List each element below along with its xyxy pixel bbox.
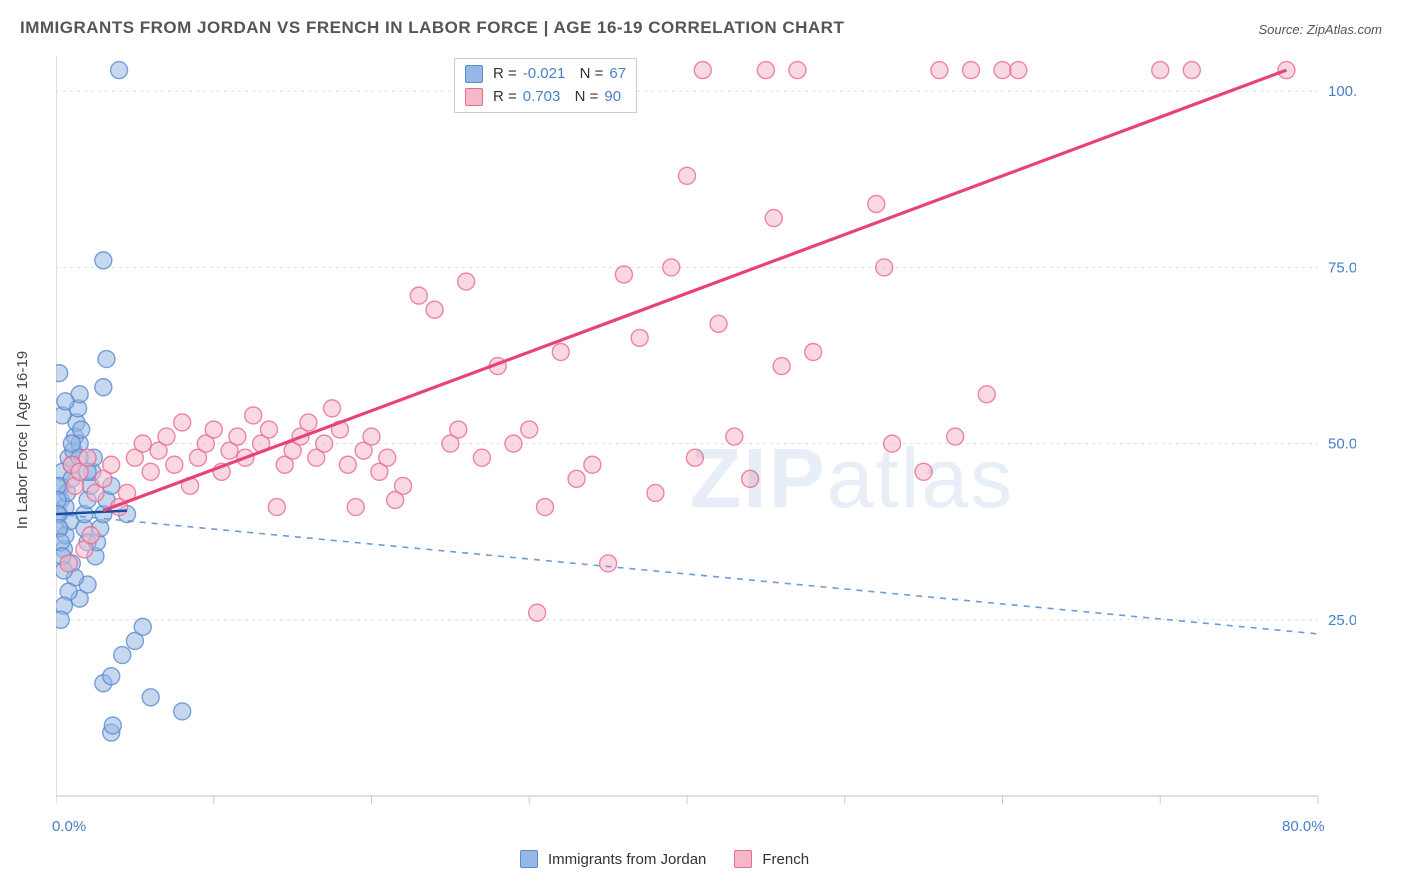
series-swatch bbox=[465, 65, 483, 83]
stat-r-value: -0.021 bbox=[523, 63, 566, 86]
chart-legend: Immigrants from Jordan French bbox=[520, 850, 809, 868]
svg-text:25.0%: 25.0% bbox=[1328, 612, 1356, 629]
stat-n-label: N = bbox=[566, 86, 598, 109]
stats-row: R = 0.703 N = 90 bbox=[465, 86, 626, 109]
stat-n-value: 90 bbox=[604, 86, 621, 109]
svg-text:50.0%: 50.0% bbox=[1328, 436, 1356, 453]
legend-swatch bbox=[734, 850, 752, 868]
scatter-chart: 25.0% 50.0% 75.0% 100.0% bbox=[56, 56, 1356, 826]
chart-area: 25.0% 50.0% 75.0% 100.0% bbox=[56, 56, 1356, 826]
legend-label: Immigrants from Jordan bbox=[548, 851, 706, 868]
stat-r-value: 0.703 bbox=[523, 86, 561, 109]
legend-swatch bbox=[520, 850, 538, 868]
stat-n-value: 67 bbox=[609, 63, 626, 86]
svg-text:75.0%: 75.0% bbox=[1328, 259, 1356, 276]
legend-item: French bbox=[734, 850, 809, 868]
stat-r-label: R = bbox=[493, 63, 517, 86]
stat-r-label: R = bbox=[493, 86, 517, 109]
chart-source: Source: ZipAtlas.com bbox=[1258, 22, 1382, 37]
stat-n-label: N = bbox=[571, 63, 603, 86]
svg-text:100.0%: 100.0% bbox=[1328, 83, 1356, 100]
x-tick-label: 80.0% bbox=[1282, 818, 1325, 835]
legend-label: French bbox=[762, 851, 809, 868]
y-axis-label: In Labor Force | Age 16-19 bbox=[14, 351, 31, 529]
series-swatch bbox=[465, 88, 483, 106]
legend-item: Immigrants from Jordan bbox=[520, 850, 706, 868]
x-tick-label: 0.0% bbox=[52, 818, 86, 835]
correlation-stats-box: R = -0.021 N = 67R = 0.703 N = 90 bbox=[454, 58, 637, 113]
stats-row: R = -0.021 N = 67 bbox=[465, 63, 626, 86]
chart-title: IMMIGRANTS FROM JORDAN VS FRENCH IN LABO… bbox=[20, 18, 844, 38]
